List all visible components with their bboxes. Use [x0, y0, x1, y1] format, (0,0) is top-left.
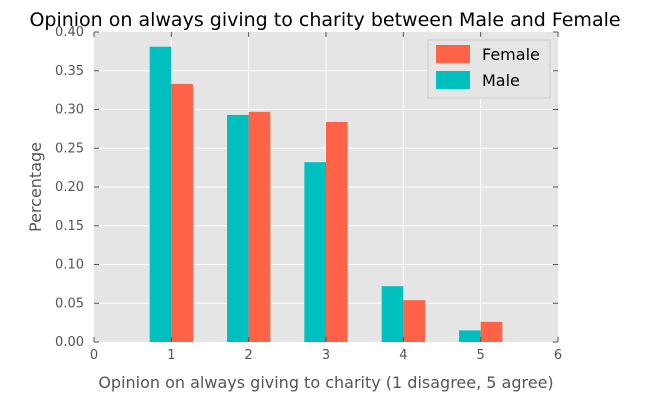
y-tick-label: 0.10 — [55, 258, 84, 273]
bar-female-3 — [326, 121, 348, 343]
bar-male-4 — [381, 286, 404, 342]
y-tick-label: 0.40 — [55, 25, 84, 40]
legend-swatch-female — [436, 45, 470, 63]
y-tick-label: 0.35 — [55, 64, 84, 79]
bar-male-3 — [304, 162, 326, 342]
y-tick-label: 0.25 — [55, 141, 84, 156]
x-tick-label: 2 — [245, 348, 253, 363]
x-axis-label: Opinion on always giving to charity (1 d… — [98, 373, 553, 392]
y-tick-label: 0.15 — [55, 219, 84, 234]
axis-ticks: 0 1 2 3 4 5 6 0.00 0.05 0.10 0.15 0.20 0.25 0.30 0.35 0… — [55, 25, 562, 363]
y-tick-label: 0.30 — [55, 103, 84, 118]
bar-female-4 — [403, 300, 425, 342]
x-tick-label: 1 — [167, 348, 175, 363]
y-tick-label: 0.05 — [55, 296, 84, 311]
bars-group — [149, 46, 503, 343]
legend-label-female: Female — [482, 45, 540, 64]
x-tick-label: 6 — [554, 348, 562, 363]
legend: Female Male — [427, 39, 551, 99]
x-tick-label: 3 — [322, 348, 330, 363]
bar-male-1 — [149, 46, 172, 342]
y-tick-label: 0.20 — [55, 180, 84, 195]
bar-female-1 — [171, 83, 193, 343]
y-axis-label: Percentage — [26, 142, 45, 232]
bar-female-2 — [248, 111, 271, 342]
chart-title: Opinion on always giving to charity betw… — [29, 9, 620, 31]
legend-swatch-male — [436, 71, 470, 89]
y-tick-label: 0.00 — [55, 335, 84, 350]
x-tick-label: 4 — [399, 348, 407, 363]
x-tick-label: 5 — [477, 348, 485, 363]
x-tick-label: 0 — [90, 348, 98, 363]
bar-male-5 — [459, 330, 481, 342]
legend-label-male: Male — [482, 71, 520, 90]
bar-male-2 — [227, 114, 249, 342]
bar-female-5 — [480, 321, 503, 342]
